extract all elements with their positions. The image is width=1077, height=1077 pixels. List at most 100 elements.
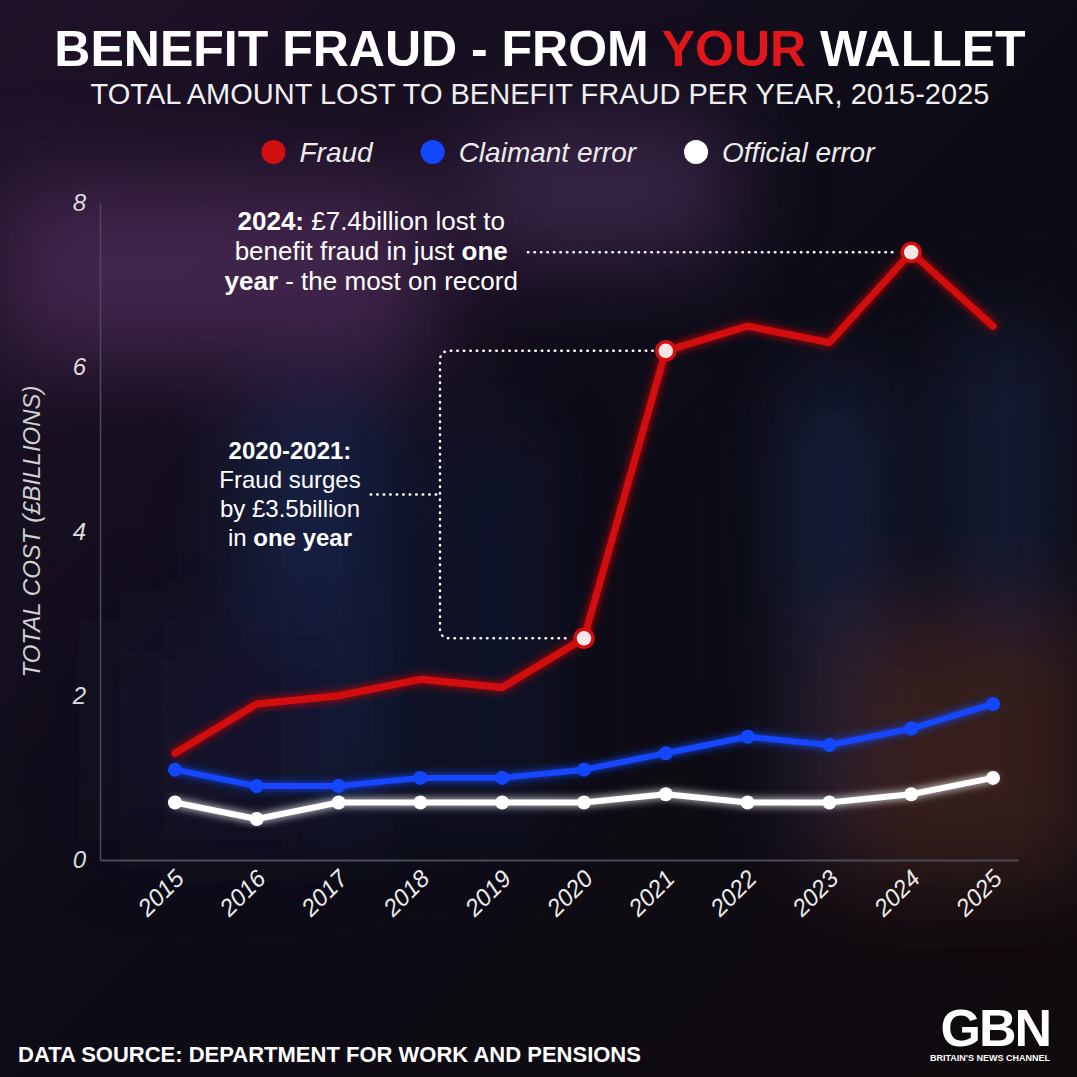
x-tick: 2024 <box>868 860 926 922</box>
chart-root: BENEFIT FRAUD - FROM YOUR WALLETTOTAL AM… <box>0 0 1077 1077</box>
annotation-part: £7.4billion lost to <box>304 206 505 236</box>
series-marker <box>332 779 346 793</box>
plot-marks <box>168 243 1000 826</box>
series-marker <box>495 796 509 810</box>
series-marker <box>168 763 182 777</box>
series <box>168 771 1000 826</box>
annotation-part: - the most on record <box>278 266 518 296</box>
x-tick: 2020 <box>540 860 598 922</box>
x-tick: 2025 <box>949 860 1007 922</box>
series-marker <box>577 763 591 777</box>
background-shade <box>0 0 1077 1077</box>
series-marker <box>986 771 1000 785</box>
y-tick: 8 <box>73 189 100 216</box>
x-tick: 2021 <box>622 860 680 922</box>
series-line <box>175 704 993 786</box>
series-marker <box>822 738 836 752</box>
x-axis-line <box>101 860 1019 862</box>
series-marker <box>741 730 755 744</box>
annotation-emphasis: year <box>225 266 279 296</box>
logo-tagline: BRITAIN'S NEWS CHANNEL <box>930 1053 1050 1063</box>
x-tick-label: 2019 <box>459 864 517 922</box>
annotation-line: by £3.5billion <box>220 495 360 522</box>
annotations: 2024: £7.4billion lost tobenefit fraud i… <box>219 206 898 638</box>
x-tick-label: 2021 <box>622 864 680 922</box>
x-tick: 2022 <box>704 860 762 922</box>
series-marker <box>495 771 509 785</box>
annotation-line: year - the most on record <box>225 266 518 296</box>
annotation-emphasis: one <box>462 236 508 266</box>
x-tick: 2016 <box>213 860 271 922</box>
legend-label: Claimant error <box>459 137 638 168</box>
series-marker <box>741 796 755 810</box>
y-axis-line <box>100 204 102 861</box>
y-tick-label: 4 <box>73 518 86 545</box>
annotation-line: Fraud surges <box>219 466 360 493</box>
y-tick-label: 0 <box>73 846 87 873</box>
x-tick: 2023 <box>786 860 844 922</box>
series-marker <box>659 746 673 760</box>
annotation-line: benefit fraud in just one <box>235 236 508 266</box>
legend-item: Claimant error <box>421 137 638 168</box>
source: DATA SOURCE: DEPARTMENT FOR WORK AND PEN… <box>18 1042 641 1067</box>
y-tick-label: 6 <box>73 353 87 380</box>
x-tick: 2019 <box>459 860 517 922</box>
y-tick: 2 <box>72 682 100 709</box>
highlight-marker <box>575 629 593 647</box>
annotation-line: in one year <box>228 524 352 551</box>
x-tick-label: 2015 <box>131 864 189 922</box>
annotation-leader <box>371 493 440 496</box>
annotation-emphasis: 2020-2021: <box>229 437 352 464</box>
annotation-part: by £3.5billion <box>220 495 360 522</box>
series-marker <box>904 787 918 801</box>
annotation-text: 2020-2021:Fraud surgesby £3.5billionin o… <box>219 437 360 551</box>
chart-svg: BENEFIT FRAUD - FROM YOUR WALLETTOTAL AM… <box>0 0 1077 1077</box>
annotation-line: 2020-2021: <box>229 437 352 464</box>
x-tick-label: 2024 <box>868 864 926 922</box>
title: BENEFIT FRAUD - FROM YOUR WALLET <box>54 21 1025 77</box>
y-tick: 4 <box>73 518 100 545</box>
x-tick: 2018 <box>377 860 435 922</box>
legend-label: Fraud <box>299 137 374 168</box>
series-marker <box>659 787 673 801</box>
title-emphasis: YOUR <box>662 21 806 77</box>
x-tick-label: 2020 <box>540 864 598 922</box>
annotation-part: benefit fraud in just <box>235 236 462 266</box>
legend-label: Official error <box>722 137 876 168</box>
x-tick: 2015 <box>131 860 189 922</box>
x-tick-label: 2016 <box>213 864 271 922</box>
logo: GBN <box>940 999 1050 1057</box>
legend-item: Fraud <box>261 137 374 168</box>
annotation-emphasis: one year <box>253 524 352 551</box>
background-fill <box>0 0 1077 1077</box>
annotation-line: 2024: £7.4billion lost to <box>238 206 505 236</box>
legend-swatch <box>684 140 708 164</box>
annotation-part: Fraud surges <box>219 466 360 493</box>
y-axis-title: TOTAL COST (£BILLIONS) <box>18 385 45 677</box>
series-marker <box>822 796 836 810</box>
series-marker <box>904 722 918 736</box>
series-marker <box>250 779 264 793</box>
y-axis: 0 2 4 6 8 <box>72 189 101 873</box>
series-marker <box>986 697 1000 711</box>
series-line <box>175 252 993 753</box>
subtitle: TOTAL AMOUNT LOST TO BENEFIT FRAUD PER Y… <box>91 78 990 110</box>
background <box>0 0 1077 1077</box>
legend-item: Official error <box>684 137 876 168</box>
annotation-bracket <box>440 351 653 638</box>
series-marker <box>413 796 427 810</box>
y-tick-label: 8 <box>73 189 87 216</box>
highlight-marker <box>657 342 675 360</box>
series-marker <box>250 812 264 826</box>
annotation-leader <box>528 251 898 254</box>
legend: Fraud Claimant error Official error <box>261 137 876 168</box>
highlight-marker <box>902 243 920 261</box>
series-marker <box>413 771 427 785</box>
y-tick-label: 2 <box>72 682 86 709</box>
series-marker <box>577 796 591 810</box>
x-tick-label: 2017 <box>295 863 354 922</box>
series <box>175 252 993 753</box>
x-tick: 2017 <box>295 860 354 922</box>
x-tick-label: 2025 <box>949 864 1007 922</box>
series-marker <box>332 796 346 810</box>
